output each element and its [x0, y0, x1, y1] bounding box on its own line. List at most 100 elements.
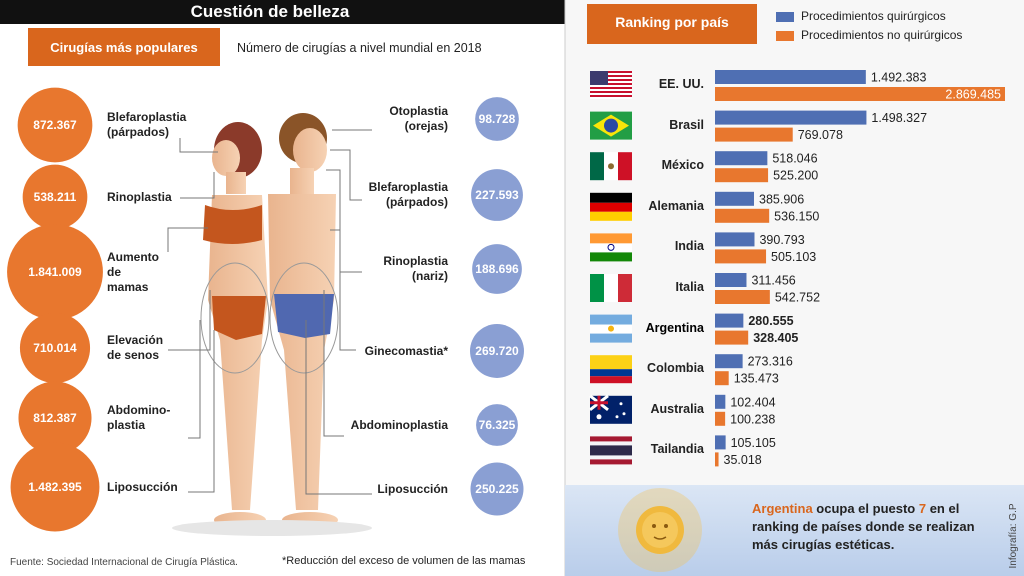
value-label: 390.793 [759, 233, 804, 247]
category-label: Brasil [669, 117, 704, 132]
bar [715, 435, 726, 450]
tab-label: Cirugías más populares [50, 40, 198, 55]
category-label: Australia [650, 401, 705, 416]
value-label: 542.752 [775, 291, 820, 305]
bar [715, 151, 768, 166]
callout-part: ocupa el puesto [812, 501, 919, 516]
bar [715, 249, 767, 264]
flag [590, 152, 632, 181]
bar [715, 191, 755, 206]
bubble [472, 244, 522, 294]
highlight-ellipse [200, 262, 270, 374]
flag [590, 355, 632, 384]
leader-lines [167, 129, 372, 495]
value-label: 35.018 [724, 453, 762, 467]
legend-swatch [776, 31, 794, 41]
legend-swatch [776, 12, 794, 22]
bubble-label: 76.325 [479, 418, 516, 432]
procedure-label: Aumento de mamas [107, 249, 159, 294]
category-label: Argentina [645, 320, 704, 335]
woman-figure [203, 122, 268, 528]
source: Fuente: Sociedad Internacional de Cirugí… [10, 557, 238, 568]
note: *Reducción del exceso de volumen de las … [282, 555, 526, 567]
bubble [471, 169, 523, 221]
bar [715, 127, 793, 142]
callout-text: Argentina ocupa el puesto 7 en el rankin… [752, 500, 987, 554]
title-band [0, 0, 565, 24]
bar [715, 371, 729, 386]
value-label: 525.200 [773, 169, 818, 183]
bubble [475, 97, 519, 141]
value-label: 328.405 [753, 331, 798, 345]
bubble [17, 87, 93, 163]
category-label: EE. UU. [658, 77, 704, 91]
bubble-label: 812.387 [33, 411, 77, 425]
bubble [470, 462, 524, 516]
subtitle: Número de cirugías a nivel mundial en 20… [237, 41, 482, 55]
value-label: 135.473 [734, 372, 779, 386]
value-label: 1.498.327 [871, 111, 927, 125]
category-label: México [661, 158, 704, 173]
bubble-label: 269.720 [475, 344, 519, 358]
value-label: 536.150 [774, 209, 819, 223]
bar [715, 232, 755, 247]
title: Cuestión de belleza [190, 2, 350, 21]
bar [715, 110, 867, 125]
value-label: 505.103 [771, 250, 816, 264]
bar [715, 354, 743, 369]
procedure-label: Rinoplastia (nariz) [383, 254, 448, 283]
category-label: Italia [675, 280, 705, 294]
bar [715, 313, 744, 328]
procedure-label: Otoplastia (orejas) [389, 104, 448, 133]
bar [715, 394, 726, 409]
bubble [18, 381, 92, 455]
bubble-label: 188.696 [475, 262, 519, 276]
procedure-label: Blefaroplastia (párpados) [368, 180, 448, 209]
flag [590, 436, 632, 465]
bubble [19, 312, 91, 384]
flag [590, 233, 632, 262]
legend-label: Procedimientos no quirúrgicos [801, 28, 963, 42]
category-label: Colombia [647, 361, 704, 376]
bubble-label: 227.593 [475, 188, 519, 202]
value-label: 102.404 [730, 395, 775, 409]
bubble [22, 164, 88, 230]
credit: Infografía: G.P [1008, 503, 1019, 568]
bar [715, 330, 749, 345]
flag [590, 314, 632, 343]
flag [590, 192, 632, 221]
bar [715, 87, 1005, 101]
procedure-label: Abdominoplastia [350, 417, 448, 432]
bubble-label: 1.482.395 [28, 480, 82, 494]
bubble [7, 224, 103, 320]
bubble-label: 1.841.009 [28, 265, 82, 279]
bar [715, 411, 726, 426]
category-label: Alemania [648, 198, 704, 213]
value-label: 2.869.485 [945, 88, 1001, 102]
tab [587, 4, 757, 44]
bubble [476, 404, 518, 446]
bar [715, 70, 866, 84]
callout-part: en el ranking de países donde se realiza… [752, 501, 975, 552]
flag [589, 394, 632, 424]
procedure-label: Rinoplastia [107, 189, 172, 204]
bar [715, 452, 719, 467]
sun-icon [618, 488, 702, 572]
procedure-label: Liposucción [107, 479, 178, 494]
shadow [172, 520, 372, 536]
value-label: 311.456 [751, 274, 795, 288]
value-label: 518.046 [772, 152, 817, 166]
bubble-label: 250.225 [475, 482, 519, 496]
category-label: India [674, 239, 704, 254]
bar [715, 290, 770, 304]
tab [28, 28, 220, 66]
procedure-label: Elevación de senos [107, 333, 164, 362]
chart-title: Ranking por país [615, 14, 729, 30]
flag [590, 111, 632, 140]
legend-label: Procedimientos quirúrgicos [801, 9, 946, 23]
procedure-label: Liposucción [377, 481, 448, 496]
bubble-label: 872.367 [33, 118, 77, 132]
flag [590, 71, 632, 99]
callout-part: Argentina [752, 501, 813, 516]
